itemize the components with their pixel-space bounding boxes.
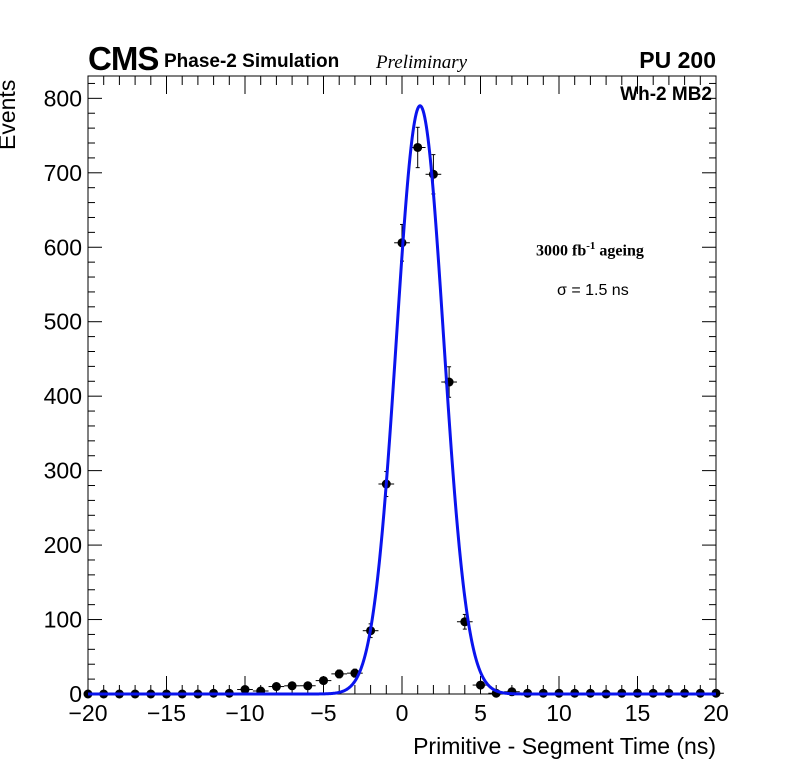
x-tick-label: 15 xyxy=(625,700,651,726)
y-tick-label: 100 xyxy=(44,607,82,633)
experiment-label: CMS xyxy=(88,40,159,77)
data-point xyxy=(413,142,423,152)
ageing-annotation: 3000 fb-1 ageing xyxy=(536,240,644,260)
y-tick-label: 0 xyxy=(69,681,82,707)
data-point xyxy=(476,680,485,690)
x-tick-label: 20 xyxy=(703,700,729,726)
data-point xyxy=(287,681,297,691)
y-tick-label: 200 xyxy=(44,532,82,558)
y-tick-label: 700 xyxy=(44,160,82,186)
status-label: Preliminary xyxy=(376,52,468,73)
ageing-superscript: -1 xyxy=(586,240,596,252)
ageing-prefix: 3000 fb xyxy=(536,242,587,260)
x-tick-label: 5 xyxy=(474,700,487,726)
y-tick-label: 400 xyxy=(44,383,82,409)
y-tick-label: 500 xyxy=(44,309,82,335)
x-tick-label: −20 xyxy=(68,700,107,726)
data-point xyxy=(303,681,313,691)
x-axis-label: Primitive - Segment Time (ns) xyxy=(413,733,716,759)
simulation-label: Phase-2 Simulation xyxy=(164,51,340,72)
x-tick-label: −5 xyxy=(310,700,336,726)
y-tick-label: 300 xyxy=(44,458,82,484)
plot-frame xyxy=(87,75,717,695)
y-tick-label: 600 xyxy=(44,234,82,260)
pileup-label: PU 200 xyxy=(639,47,716,73)
data-point xyxy=(271,682,281,692)
y-tick-label: 800 xyxy=(44,85,82,111)
sigma-annotation: σ = 1.5 ns xyxy=(557,282,629,299)
ageing-suffix: ageing xyxy=(595,242,644,260)
data-point xyxy=(240,685,250,695)
chamber-label: Wh-2 MB2 xyxy=(620,84,712,105)
data-point xyxy=(334,669,344,679)
fit-curve xyxy=(88,104,716,696)
data-point xyxy=(319,676,328,686)
x-tick-label: −10 xyxy=(225,700,264,726)
x-tick-label: 0 xyxy=(396,700,409,726)
x-tick-label: −15 xyxy=(147,700,186,726)
x-tick-label: 10 xyxy=(546,700,572,726)
y-axis-label: Events xyxy=(0,79,20,150)
